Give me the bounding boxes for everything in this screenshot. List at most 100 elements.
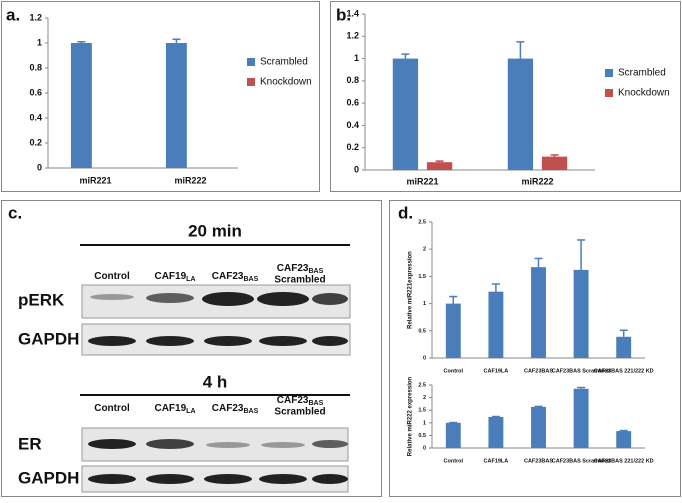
error-bar	[577, 388, 585, 389]
y-tick-label: 1	[423, 420, 426, 426]
y-tick-label: 0	[423, 445, 426, 451]
y-tick-label: 0.6	[346, 98, 359, 108]
band	[90, 294, 134, 300]
lane-label: Control	[94, 271, 130, 282]
lane-name: CAF23	[212, 403, 244, 414]
lane-subscript: LA	[186, 276, 195, 283]
error-bar	[535, 258, 543, 267]
error-bar	[577, 240, 585, 270]
y-tick-label: 0	[37, 162, 42, 172]
y-tick-label: 1	[423, 301, 426, 307]
x-tick-label: CAF23BAS 221/222 KD	[594, 458, 654, 464]
error-bar	[620, 330, 628, 337]
error-bar	[77, 42, 85, 43]
lane-label: CAF19LA	[154, 403, 195, 415]
lane-label: CAF23BAS	[212, 403, 259, 415]
x-tick-label: miR222	[174, 175, 206, 185]
lane-label: CAF19LA	[154, 271, 195, 283]
panel-a-frame	[2, 2, 320, 192]
panel-label: c.	[8, 203, 22, 222]
y-tick-label: 0	[423, 355, 426, 361]
error-bar	[172, 39, 180, 43]
error-bar	[535, 406, 543, 407]
band	[312, 440, 348, 448]
x-tick-label: CAF23BAS 221/222 KD	[594, 368, 654, 374]
legend-swatch	[247, 58, 255, 66]
panel-label: a.	[6, 5, 20, 24]
y-tick-label: 0	[354, 164, 359, 174]
legend-label: Knockdown	[618, 88, 670, 99]
y-tick-label: 1.2	[29, 12, 42, 22]
lane-name: CAF19	[154, 403, 186, 414]
x-tick-label: CAF19LA	[484, 368, 509, 374]
lane-label: Scrambled	[274, 407, 325, 418]
lane-name: CAF19	[154, 271, 186, 282]
x-tick-label: miR221	[406, 176, 438, 186]
bar	[574, 389, 589, 448]
bar	[427, 162, 452, 170]
y-tick-label: 1.5	[418, 408, 426, 414]
y-tick-label: 0.4	[29, 112, 42, 122]
legend-label: Scrambled	[618, 68, 666, 79]
band	[261, 442, 305, 448]
band	[146, 293, 194, 303]
bar	[616, 431, 631, 448]
legend-swatch	[605, 89, 613, 97]
error-bar	[516, 42, 524, 59]
y-tick-label: 0.5	[418, 433, 426, 439]
error-bar	[492, 417, 500, 418]
bar	[446, 423, 461, 448]
bar	[71, 43, 92, 168]
band	[206, 442, 250, 448]
y-tick-label: 0.2	[346, 142, 359, 152]
legend-label: Knockdown	[260, 77, 312, 88]
y-tick-label: 0.5	[418, 328, 426, 334]
legend-swatch	[605, 69, 613, 77]
bar	[542, 157, 567, 170]
bar	[446, 304, 461, 358]
band	[312, 336, 348, 346]
y-tick-label: 2.5	[418, 382, 426, 388]
bar	[531, 267, 546, 358]
row-label: pERK	[18, 290, 65, 309]
y-tick-label: 0.8	[346, 75, 359, 85]
bar	[166, 43, 187, 168]
bar	[574, 270, 589, 358]
error-bar	[449, 297, 457, 304]
band	[146, 439, 194, 449]
x-tick-label: miR221	[79, 175, 111, 185]
x-tick-label: CAF19LA	[484, 458, 509, 464]
lane-label: CAF23BAS	[277, 263, 324, 275]
y-tick-label: 1	[354, 53, 359, 63]
band	[88, 474, 136, 484]
panel-label: d.	[398, 203, 413, 222]
legend-swatch	[247, 78, 255, 86]
band	[88, 336, 136, 346]
error-bar	[401, 54, 409, 58]
row-label: GAPDH	[18, 329, 79, 348]
y-tick-label: 0.8	[29, 62, 42, 72]
band	[204, 474, 252, 484]
bar	[531, 407, 546, 448]
error-bar	[436, 161, 444, 162]
band	[146, 336, 194, 346]
lane-subscript: LA	[186, 408, 195, 415]
bar	[508, 59, 533, 170]
x-tick-label: Control	[444, 458, 464, 464]
y-tick-label: 1.2	[346, 31, 359, 41]
lane-name: Control	[94, 403, 130, 414]
lane-subscript: BAS	[243, 408, 258, 415]
band	[204, 336, 252, 346]
error-bar	[492, 284, 500, 292]
bar	[488, 417, 503, 448]
lane-name: CAF23	[277, 395, 309, 406]
lane-label: Scrambled	[274, 275, 325, 286]
lane-label: Control	[94, 403, 130, 414]
time-label: 20 min	[188, 221, 242, 240]
y-tick-label: 0.6	[29, 87, 42, 97]
band	[88, 439, 136, 449]
y-axis-label: Relative miR222 expression	[408, 376, 414, 456]
